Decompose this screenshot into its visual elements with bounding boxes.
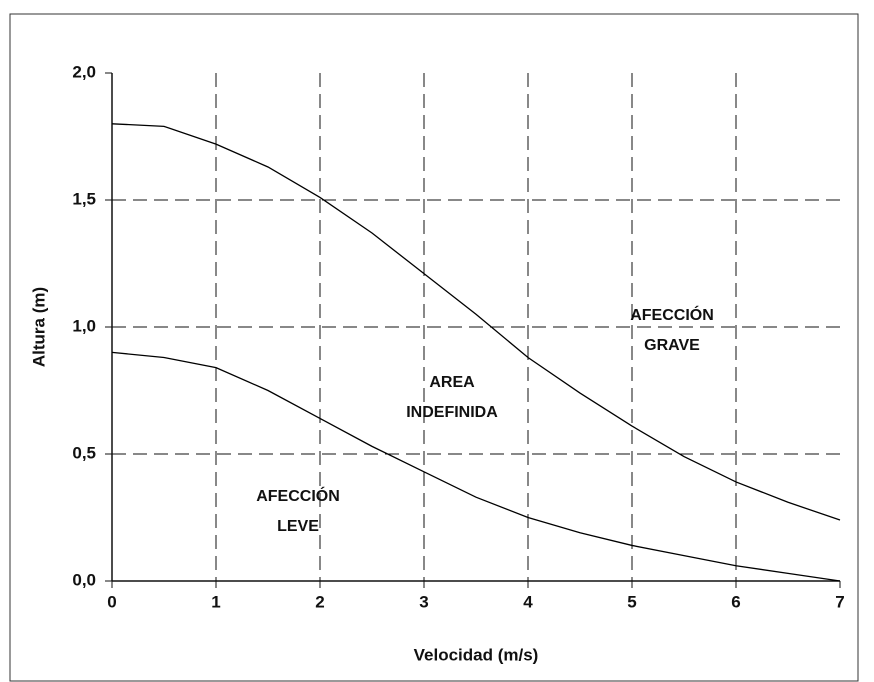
x-tick-label: 4 [523, 592, 533, 611]
x-tick-label: 3 [419, 592, 428, 611]
annotation: GRAVE [644, 337, 700, 354]
x-tick-label: 7 [835, 592, 844, 611]
annotation: INDEFINIDA [406, 404, 498, 421]
x-axis-title: Velocidad (m/s) [414, 645, 539, 664]
y-tick-label: 0,5 [72, 443, 96, 462]
y-axis-title: Altura (m) [29, 287, 48, 367]
frame [9, 13, 859, 682]
x-tick-label: 2 [315, 592, 324, 611]
x-tick-label: 5 [627, 592, 636, 611]
curve [111, 123, 841, 521]
annotation: AFECCIÓN [630, 305, 714, 324]
annotation: AFECCIÓN [256, 486, 340, 505]
annotation: AREA [429, 374, 475, 391]
y-tick-label: 1,0 [72, 316, 96, 335]
y-tick-label: 1,5 [72, 189, 96, 208]
x-tick-label: 6 [731, 592, 740, 611]
y-tick-label: 0,0 [72, 570, 96, 589]
x-tick-label: 0 [107, 592, 116, 611]
curve [111, 351, 841, 582]
x-tick-label: 1 [211, 592, 220, 611]
annotation: LEVE [277, 518, 319, 535]
y-tick-label: 2,0 [72, 62, 96, 81]
